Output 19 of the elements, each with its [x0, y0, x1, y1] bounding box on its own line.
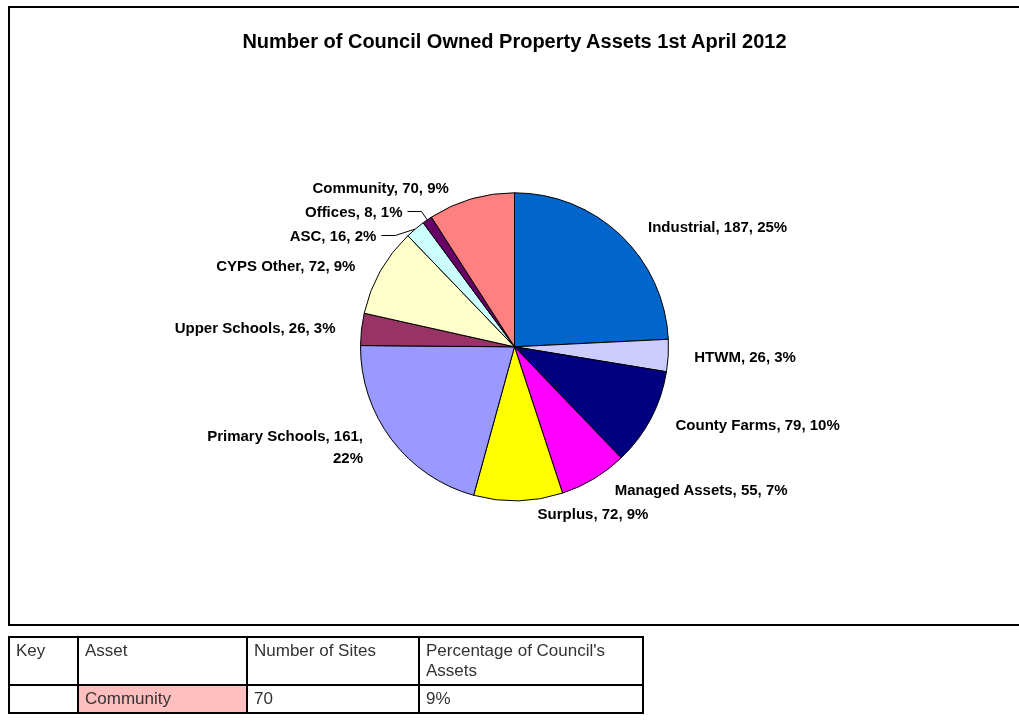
- text: Key: [9, 637, 78, 685]
- slice-label: ASC, 16, 2%: [289, 226, 377, 244]
- text: 9%: [419, 685, 643, 713]
- slice-label: Industrial, 187, 25%: [647, 218, 788, 236]
- text: Number of Sites: [247, 637, 419, 685]
- slice-label: Primary Schools, 161, 22%: [207, 427, 364, 467]
- chart-title: Number of Council Owned Property Assets 1st April 2012: [242, 30, 787, 52]
- slice-label: County Farms, 79, 10%: [675, 415, 840, 433]
- slice-label: HTWM, 26, 3%: [694, 347, 796, 365]
- text: Community: [78, 685, 247, 713]
- text: Percentage of Council's Assets: [419, 637, 643, 685]
- slice-label: Managed Assets, 55, 7%: [614, 480, 788, 498]
- slice-label: Upper Schools, 26, 3%: [174, 319, 336, 337]
- text: Asset: [78, 637, 247, 685]
- slice-label: Community, 70, 9%: [312, 178, 449, 196]
- slice-label: Surplus, 72, 9%: [537, 504, 649, 522]
- slice-label: Offices, 8, 1%: [304, 202, 403, 220]
- slice-label: CYPS Other, 72, 9%: [216, 256, 356, 274]
- text: 70: [247, 685, 419, 713]
